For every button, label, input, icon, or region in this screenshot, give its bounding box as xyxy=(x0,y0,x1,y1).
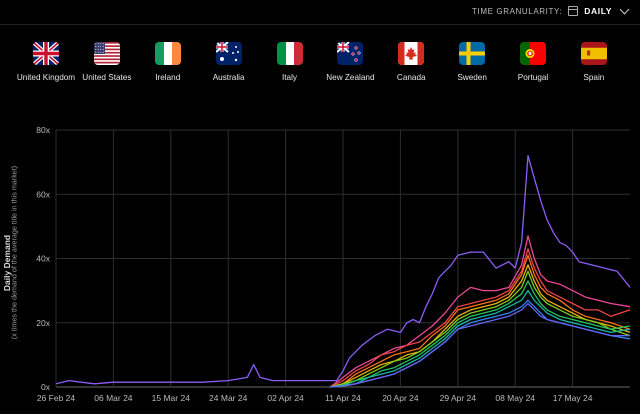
x-tick-label: 08 May 24 xyxy=(495,393,535,403)
x-tick-label: 02 Apr 24 xyxy=(267,393,304,403)
uk-flag-icon xyxy=(33,42,59,65)
es-flag-icon xyxy=(580,42,607,65)
market-pt[interactable]: Portugal xyxy=(503,42,563,83)
x-tick-label: 29 Apr 24 xyxy=(440,393,477,403)
header-divider xyxy=(0,24,640,25)
us-flag-icon xyxy=(93,42,120,65)
nz-flag-icon xyxy=(337,42,364,65)
x-tick-label: 17 May 24 xyxy=(553,393,593,403)
series-line-8 xyxy=(330,289,631,388)
chevron-down-icon[interactable] xyxy=(619,4,630,14)
ie-flag-icon xyxy=(154,42,181,65)
series-line-7 xyxy=(330,280,631,388)
market-label: Portugal xyxy=(517,73,549,82)
market-nz[interactable]: New Zealand xyxy=(320,42,380,83)
it-flag-icon xyxy=(276,42,303,65)
demand-chart: Daily Demand (x times the demand of the … xyxy=(0,118,640,409)
x-tick-label: 06 Mar 24 xyxy=(94,393,133,403)
market-es[interactable]: Spain xyxy=(564,42,624,83)
market-label: United States xyxy=(82,73,132,82)
market-label: Australia xyxy=(212,73,245,82)
y-tick-label: 60x xyxy=(36,189,50,199)
market-label: Italy xyxy=(281,73,298,82)
x-tick-label: 20 Apr 24 xyxy=(382,393,419,403)
series-line-4 xyxy=(330,254,631,388)
series-line-10 xyxy=(330,302,630,388)
x-tick-label: 15 Mar 24 xyxy=(152,393,191,403)
x-tick-label: 26 Feb 24 xyxy=(37,393,76,403)
market-ie[interactable]: Ireland xyxy=(138,42,198,83)
series-line-1 xyxy=(55,155,631,385)
y-tick-label: 80x xyxy=(36,125,50,135)
se-flag-icon xyxy=(459,42,486,65)
market-us[interactable]: United States xyxy=(77,42,137,83)
series-line-3 xyxy=(329,248,631,388)
x-tick-label: 11 Apr 24 xyxy=(325,393,361,403)
y-tick-label: 20x xyxy=(36,318,50,328)
market-label: Ireland xyxy=(155,73,181,82)
chart-svg: 0x 20x 40x 60x 80x 26 Feb 24 06 Mar 24 15 Mar 2… xyxy=(36,125,631,403)
market-se[interactable]: Sweden xyxy=(442,42,502,83)
market-label: New Zealand xyxy=(326,73,375,82)
y-axis-sublabel: (x times the demand of the average title… xyxy=(9,165,19,340)
granularity-value[interactable]: DAILY xyxy=(584,6,612,16)
pt-flag-icon xyxy=(520,42,546,65)
series-line-6 xyxy=(330,270,631,388)
y-tick-label: 40x xyxy=(36,254,50,264)
series-line-5 xyxy=(330,264,631,388)
market-label: Canada xyxy=(396,73,426,82)
market-it[interactable]: Italy xyxy=(260,42,320,83)
market-label: Sweden xyxy=(457,73,487,82)
ca-flag-icon xyxy=(398,42,425,65)
au-flag-icon xyxy=(215,42,242,65)
time-granularity-control[interactable]: TIME GRANULARITY: DAILY xyxy=(472,4,630,16)
market-au[interactable]: Australia xyxy=(199,42,259,83)
y-tick-label: 0x xyxy=(41,382,51,392)
market-label: Spain xyxy=(583,73,605,82)
market-uk[interactable]: United Kingdom xyxy=(16,42,76,83)
calendar-icon xyxy=(568,6,579,16)
market-label: United Kingdom xyxy=(16,73,76,82)
market-ca[interactable]: Canada xyxy=(381,42,441,83)
x-tick-label: 24 Mar 24 xyxy=(209,393,248,403)
market-selector: United Kingdom United States Ireland Austra… xyxy=(16,42,624,83)
granularity-label: TIME GRANULARITY: xyxy=(472,6,563,16)
